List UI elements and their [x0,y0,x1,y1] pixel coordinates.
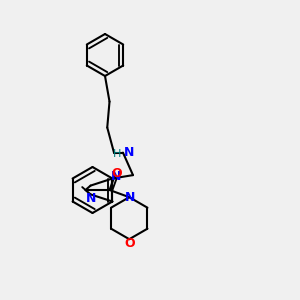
Text: H: H [113,148,121,159]
Text: O: O [112,167,122,180]
Text: N: N [86,192,97,205]
Text: N: N [124,146,134,159]
Text: O: O [124,237,135,250]
Text: N: N [125,191,136,204]
Text: N: N [111,169,121,182]
